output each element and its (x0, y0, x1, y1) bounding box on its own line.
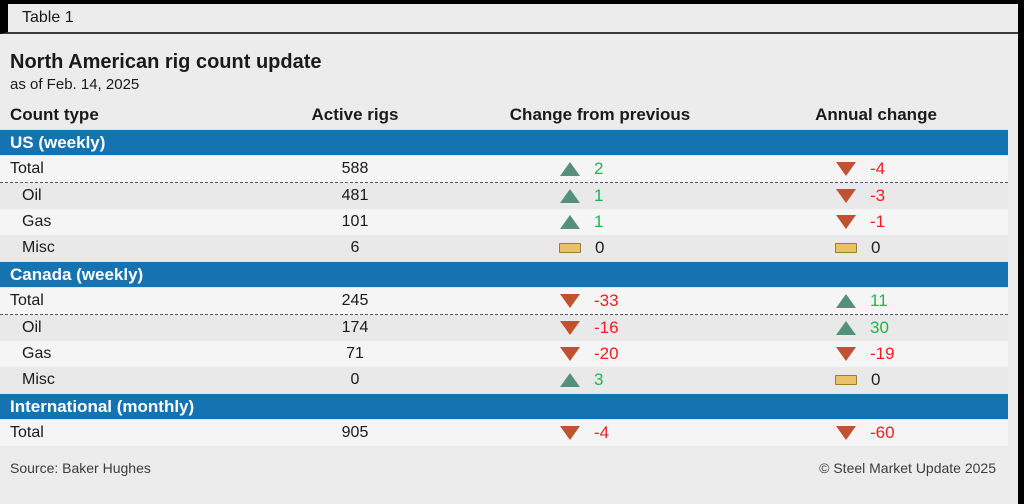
row-label: Oil (22, 319, 42, 336)
down-triangle-icon (560, 294, 580, 308)
table-footer: Source: Baker Hughes © Steel Market Upda… (0, 446, 1008, 476)
active-rigs-value: 101 (341, 213, 369, 230)
down-triangle-icon (836, 162, 856, 176)
flat-bar-icon (835, 243, 857, 253)
change-previous-value: -16 (594, 318, 619, 337)
table-row: Misc 6 0 0 (0, 235, 1008, 261)
change-previous-value: 0 (595, 238, 605, 257)
annual-change-value: -4 (870, 159, 886, 178)
annual-change-value: 0 (871, 238, 881, 257)
up-triangle-icon (560, 215, 580, 229)
row-label: Total (10, 424, 44, 441)
column-header-count-type: Count type (10, 105, 99, 124)
annual-change-value: 0 (871, 370, 881, 389)
annual-change-value: -60 (870, 423, 895, 442)
change-previous-value: -20 (594, 344, 619, 363)
active-rigs-value: 245 (341, 292, 369, 309)
copyright-note: © Steel Market Update 2025 (819, 460, 996, 476)
section-header-us: US (weekly) (0, 129, 1008, 156)
table-row: Total 588 2 -4 (0, 156, 1008, 183)
section-header-international: International (monthly) (0, 393, 1008, 420)
section-header-international-label: International (monthly) (10, 396, 195, 416)
up-triangle-icon (560, 189, 580, 203)
annual-change-value: -19 (870, 344, 895, 363)
table-row: Oil 174 -16 30 (0, 315, 1008, 341)
down-triangle-icon (836, 347, 856, 361)
active-rigs-value: 588 (341, 160, 369, 177)
section-header-canada: Canada (weekly) (0, 261, 1008, 288)
change-previous-value: -4 (594, 423, 610, 442)
section-header-us-label: US (weekly) (10, 132, 106, 152)
up-triangle-icon (836, 321, 856, 335)
down-triangle-icon (560, 426, 580, 440)
down-triangle-icon (560, 321, 580, 335)
table-number-band: Table 1 (0, 4, 1018, 34)
row-label: Misc (22, 371, 55, 388)
page-right-border (1018, 4, 1024, 504)
active-rigs-value: 71 (346, 345, 364, 362)
table-content: North American rig count update as of Fe… (0, 34, 1022, 476)
page-title: North American rig count update (10, 51, 322, 73)
page-subtitle: as of Feb. 14, 2025 (10, 76, 140, 93)
column-header-annual-change: Annual change (815, 105, 937, 124)
change-previous-value: 2 (594, 159, 604, 178)
row-label: Total (10, 292, 44, 309)
column-header-change-previous: Change from previous (509, 105, 691, 124)
table-row: Gas 101 1 -1 (0, 209, 1008, 235)
annual-change-value: 11 (870, 291, 888, 310)
up-triangle-icon (836, 294, 856, 308)
change-previous-value: 3 (594, 370, 604, 389)
table-number-label: Table 1 (22, 9, 74, 26)
annual-change-value: 30 (870, 318, 889, 337)
row-label: Gas (22, 213, 52, 230)
column-header-active-rigs: Active rigs (311, 105, 399, 124)
change-previous-value: -33 (594, 291, 619, 310)
active-rigs-value: 481 (341, 187, 369, 204)
source-note: Source: Baker Hughes (10, 460, 151, 476)
row-label: Misc (22, 239, 55, 256)
active-rigs-value: 905 (341, 424, 369, 441)
flat-bar-icon (559, 243, 581, 253)
active-rigs-value: 6 (350, 239, 360, 256)
table-row: Oil 481 1 -3 (0, 183, 1008, 209)
down-triangle-icon (836, 189, 856, 203)
annual-change-value: -3 (870, 186, 886, 205)
table-row: Misc 0 3 0 (0, 367, 1008, 393)
down-triangle-icon (836, 426, 856, 440)
active-rigs-value: 174 (341, 319, 369, 336)
table-row: Total 905 -4 -60 (0, 420, 1008, 446)
active-rigs-value: 0 (350, 371, 360, 388)
up-triangle-icon (560, 373, 580, 387)
table-row: Gas 71 -20 -19 (0, 341, 1008, 367)
row-label: Total (10, 160, 44, 177)
change-previous-value: 1 (594, 212, 604, 231)
up-triangle-icon (560, 162, 580, 176)
table-row: Total 245 -33 11 (0, 288, 1008, 315)
row-label: Oil (22, 187, 42, 204)
change-previous-value: 1 (594, 186, 604, 205)
down-triangle-icon (560, 347, 580, 361)
row-label: Gas (22, 345, 52, 362)
down-triangle-icon (836, 215, 856, 229)
column-header-row: Count type Active rigs Change from previ… (0, 101, 1008, 129)
annual-change-value: -1 (870, 212, 886, 231)
section-header-canada-label: Canada (weekly) (10, 264, 144, 284)
flat-bar-icon (835, 375, 857, 385)
